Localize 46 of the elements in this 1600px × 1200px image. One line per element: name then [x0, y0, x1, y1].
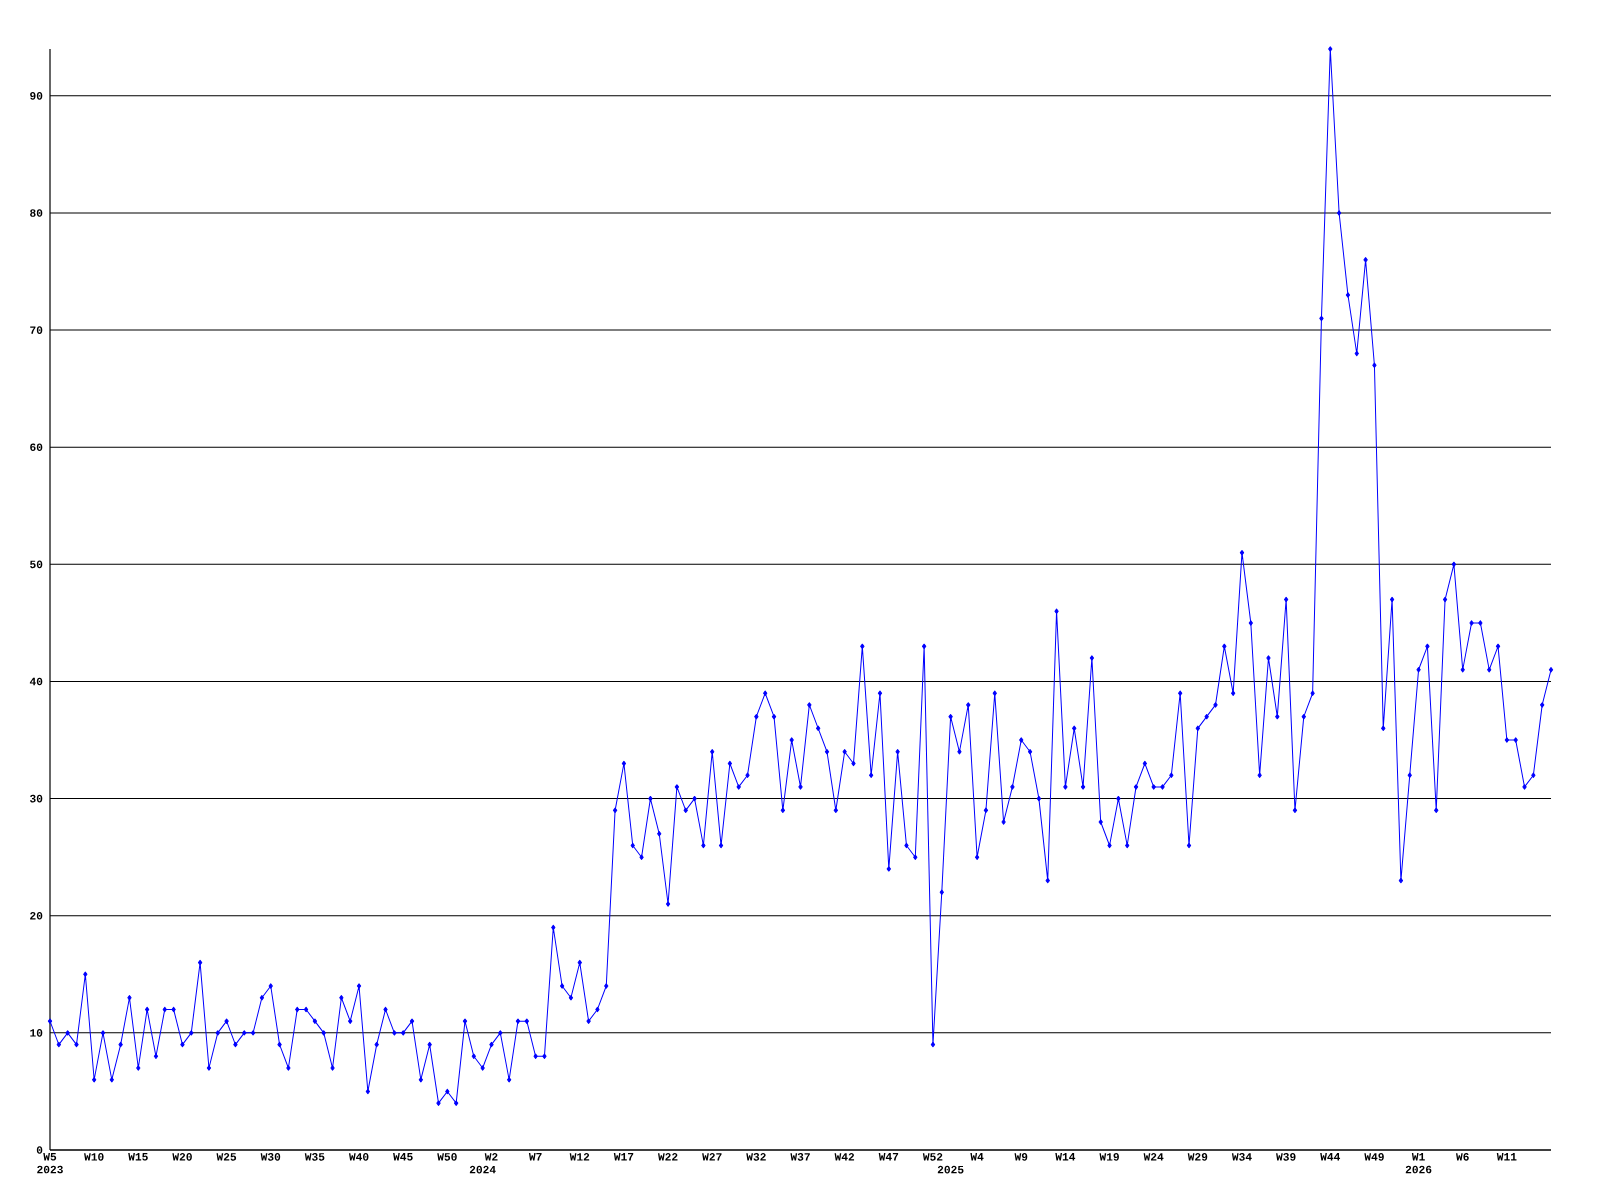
y-tick-label: 60: [30, 443, 43, 452]
x-tick-label: W44: [1320, 1153, 1341, 1161]
y-tick-label: 30: [30, 794, 43, 803]
x-tick-label: W42: [834, 1153, 855, 1161]
x-tick-label: W1 2026: [1405, 1153, 1432, 1174]
x-tick-label: W50: [437, 1153, 457, 1161]
x-tick-label: W24: [1143, 1153, 1164, 1161]
x-tick-label: W9: [1014, 1153, 1028, 1161]
x-tick-label: W7: [528, 1153, 542, 1161]
x-tick-label: 2025: [937, 1165, 964, 1174]
x-tick-label: W30: [260, 1153, 281, 1161]
x-tick-label: W15: [128, 1153, 148, 1161]
x-tick-label: W34: [1231, 1153, 1252, 1161]
x-tick-label: W20: [172, 1153, 192, 1161]
y-tick-label: 20: [30, 911, 43, 920]
y-tick-label: 90: [30, 92, 43, 100]
x-tick-label: W49: [1364, 1153, 1384, 1161]
x-tick-label: W32: [746, 1153, 766, 1161]
y-tick-label: 10: [30, 1029, 43, 1037]
x-tick-label: W4: [970, 1153, 984, 1161]
x-tick-label: W40: [348, 1153, 369, 1161]
x-tick-label: W47: [878, 1153, 899, 1161]
y-tick-label: 80: [30, 209, 43, 217]
x-tick-label: W19: [1099, 1153, 1119, 1161]
x-tick-label: W39: [1276, 1153, 1296, 1161]
x-tick-label: W52: [922, 1153, 943, 1161]
x-tick-label: W11: [1496, 1153, 1517, 1161]
x-tick-label: W12: [569, 1153, 590, 1161]
x-tick-label: W6: [1456, 1153, 1469, 1161]
x-tick-label: W27: [702, 1153, 722, 1161]
y-tick-label: 50: [30, 560, 43, 569]
x-tick-label: W2: [484, 1153, 498, 1161]
x-tick-label: W5 2023: [37, 1153, 63, 1174]
x-tick-label: W14: [1055, 1153, 1076, 1161]
x-tick-label: W22: [657, 1153, 678, 1161]
x-tick-label: W29: [1187, 1153, 1208, 1161]
x-tick-label: W35: [304, 1153, 325, 1161]
x-tick-label: W37: [790, 1153, 810, 1161]
y-tick-label: 40: [29, 677, 43, 686]
x-tick-label: W45: [393, 1153, 413, 1161]
y-tick-label: 0: [36, 1146, 43, 1154]
y-tick-label: 70: [30, 326, 43, 334]
x-tick-label: 2024: [469, 1165, 496, 1174]
x-tick-label: W10: [84, 1153, 104, 1161]
x-tick-label: W17: [613, 1153, 634, 1161]
x-tick-label: W25: [216, 1153, 237, 1161]
